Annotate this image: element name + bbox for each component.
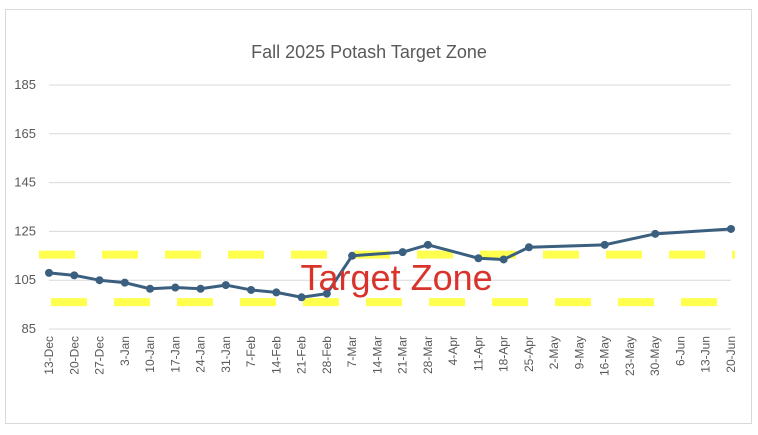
data-point <box>95 276 104 285</box>
x-tick-label: 25-Apr <box>522 336 536 372</box>
x-tick-label: 17-Jan <box>168 336 182 373</box>
x-tick-label: 10-Jan <box>143 336 157 373</box>
chart-title: Fall 2025 Potash Target Zone <box>251 42 487 62</box>
x-tick-label: 11-Apr <box>471 336 485 371</box>
data-point <box>322 289 331 298</box>
y-tick-label: 125 <box>14 223 36 238</box>
x-tick-label: 28-Mar <box>421 336 435 374</box>
x-tick-label: 31-Jan <box>219 336 233 373</box>
x-tick-label: 23-May <box>623 336 637 376</box>
data-point <box>727 224 735 233</box>
x-tick-label: 14-Feb <box>269 336 283 374</box>
x-tick-label: 2-May <box>547 336 561 369</box>
data-point <box>297 293 306 302</box>
data-point <box>474 254 483 263</box>
x-axis-ticks: 13-Dec 20-Dec 27-Dec 3-Jan 10-Jan 17-Jan 24-Ja… <box>42 328 738 376</box>
chart-frame <box>5 9 752 424</box>
y-axis-ticks: 85 105 125 145 165 185 <box>14 77 36 336</box>
data-point <box>120 278 129 287</box>
x-tick-label: 21-Feb <box>295 336 309 374</box>
data-point <box>499 255 508 264</box>
data-point <box>423 240 432 249</box>
y-tick-label: 85 <box>22 321 36 336</box>
x-tick-label: 16-May <box>598 336 612 376</box>
y-tick-label: 145 <box>14 175 36 190</box>
y-tick-label: 165 <box>14 126 36 141</box>
x-tick-label: 13-Jun <box>699 336 713 373</box>
x-tick-label: 30-May <box>648 336 662 376</box>
x-tick-label: 21-Mar <box>396 336 410 374</box>
data-point <box>221 281 230 290</box>
x-tick-label: 27-Dec <box>93 336 107 375</box>
data-point <box>524 243 533 252</box>
x-tick-label: 7-Feb <box>244 336 258 368</box>
x-tick-label: 20-Dec <box>67 336 81 375</box>
data-point <box>146 284 155 293</box>
x-tick-label: 3-Jan <box>118 336 132 366</box>
data-point <box>600 240 609 249</box>
data-point <box>196 284 205 293</box>
series-line-group <box>45 224 735 302</box>
x-tick-label: 20-Jun <box>724 336 738 373</box>
data-point <box>272 288 281 297</box>
x-tick-label: 4-Apr <box>446 336 460 365</box>
target-zone-label: Target Zone <box>301 257 493 298</box>
x-tick-label: 18-Apr <box>497 336 511 372</box>
data-point <box>45 268 53 277</box>
data-point <box>398 248 407 257</box>
y-tick-label: 105 <box>14 272 36 287</box>
x-tick-label: 6-Jun <box>673 336 687 366</box>
data-point <box>171 283 180 292</box>
x-tick-label: 24-Jan <box>194 336 208 373</box>
x-tick-label: 9-May <box>572 336 586 369</box>
data-point <box>348 251 357 260</box>
data-point <box>247 285 256 294</box>
x-tick-label: 28-Feb <box>320 336 334 374</box>
y-tick-label: 185 <box>14 77 36 92</box>
data-point <box>70 271 79 280</box>
x-tick-label: 14-Mar <box>370 336 384 374</box>
data-point <box>651 229 660 238</box>
x-tick-label: 13-Dec <box>42 336 56 375</box>
x-tick-label: 7-Mar <box>345 336 359 367</box>
